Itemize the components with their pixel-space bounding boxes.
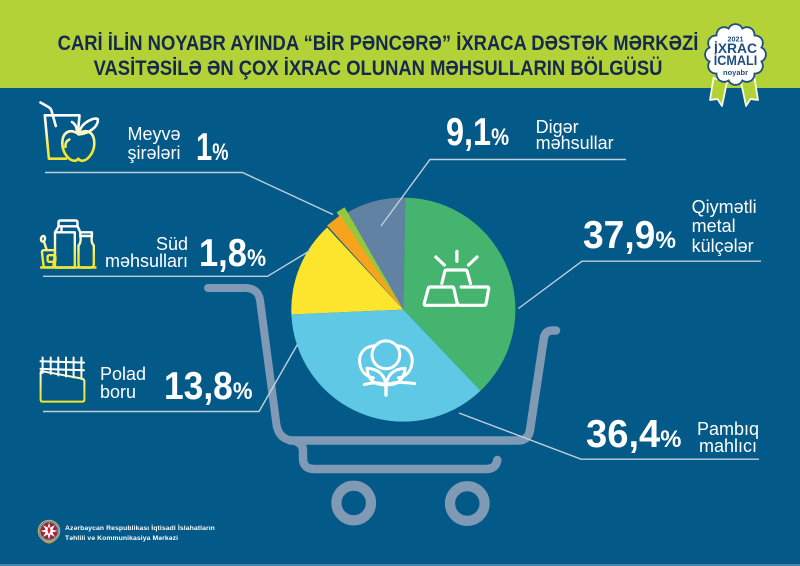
svg-text:noyabr: noyabr xyxy=(723,68,748,77)
svg-text:İXRAC: İXRAC xyxy=(714,41,757,56)
svg-text:İCMALI: İCMALI xyxy=(714,53,758,68)
svg-text:2021: 2021 xyxy=(728,35,744,44)
